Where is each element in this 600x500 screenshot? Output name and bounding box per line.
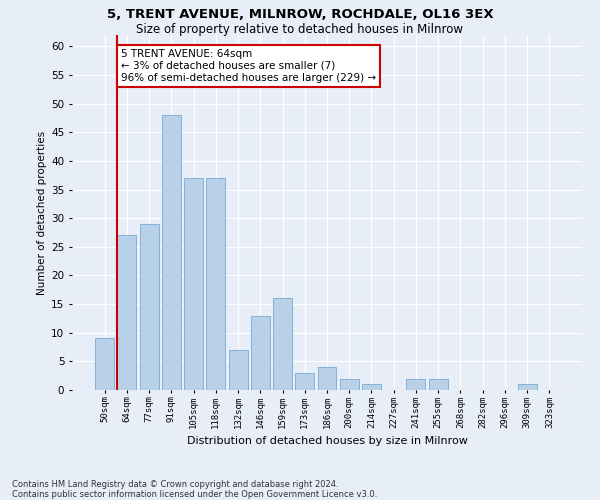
Bar [118, 236, 136, 390]
Bar [317, 367, 337, 390]
Bar [251, 316, 270, 390]
Bar [362, 384, 381, 390]
X-axis label: Distribution of detached houses by size in Milnrow: Distribution of detached houses by size … [187, 436, 467, 446]
Text: 5 TRENT AVENUE: 64sqm
← 3% of detached houses are smaller (7)
96% of semi-detach: 5 TRENT AVENUE: 64sqm ← 3% of detached h… [121, 50, 376, 82]
Bar [406, 378, 425, 390]
Text: Contains HM Land Registry data © Crown copyright and database right 2024.
Contai: Contains HM Land Registry data © Crown c… [12, 480, 377, 499]
Text: Size of property relative to detached houses in Milnrow: Size of property relative to detached ho… [137, 22, 464, 36]
Bar [429, 378, 448, 390]
Bar [184, 178, 203, 390]
Bar [140, 224, 158, 390]
Bar [518, 384, 536, 390]
Bar [229, 350, 248, 390]
Bar [162, 115, 181, 390]
Y-axis label: Number of detached properties: Number of detached properties [37, 130, 47, 294]
Bar [95, 338, 114, 390]
Text: 5, TRENT AVENUE, MILNROW, ROCHDALE, OL16 3EX: 5, TRENT AVENUE, MILNROW, ROCHDALE, OL16… [107, 8, 493, 20]
Bar [273, 298, 292, 390]
Bar [340, 378, 359, 390]
Bar [295, 373, 314, 390]
Bar [206, 178, 225, 390]
